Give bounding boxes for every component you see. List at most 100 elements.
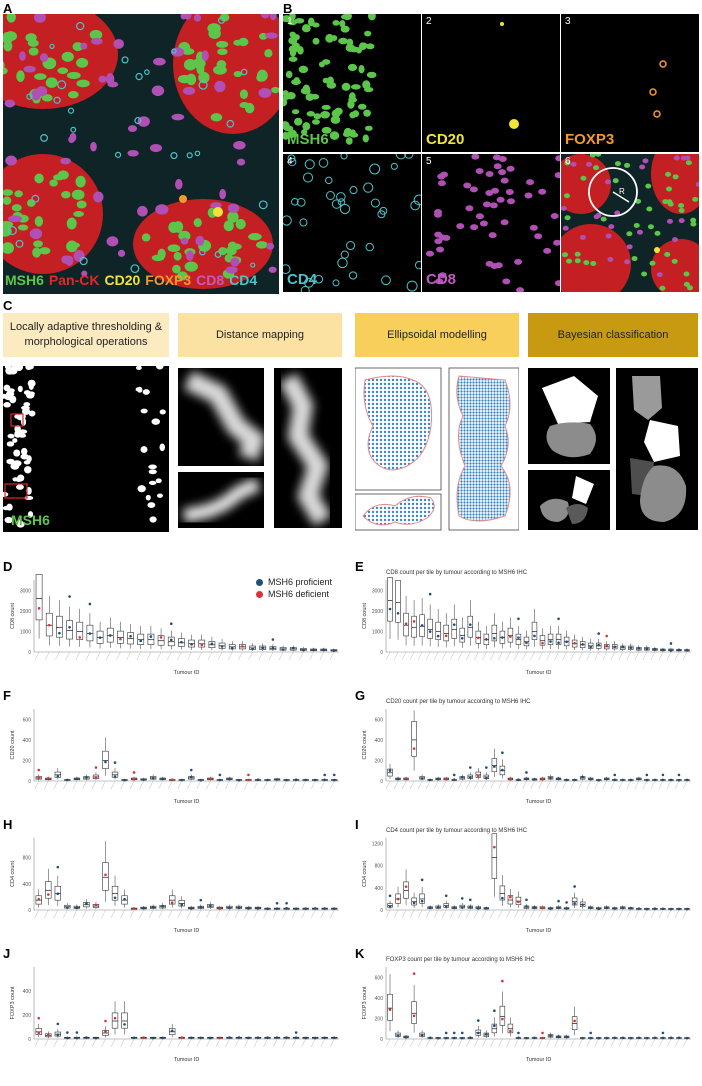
msh6-nucleus: [641, 271, 648, 277]
cd4-cell: [171, 48, 177, 54]
cd4-cell: [379, 206, 388, 215]
box: [604, 644, 610, 650]
msh6-nucleus: [346, 38, 354, 47]
data-point: [189, 775, 193, 779]
outlier-point: [66, 1031, 69, 1034]
x-tick-mark: [409, 651, 415, 661]
cd8-cell: [127, 149, 139, 157]
msh6-nucleus: [57, 67, 69, 74]
box: [531, 1037, 538, 1039]
cd4-cell: [170, 151, 178, 160]
x-tick-mark: [272, 909, 278, 919]
box: [579, 776, 586, 780]
x-tick-mark: [291, 909, 297, 919]
data-point: [266, 778, 269, 782]
box: [159, 777, 166, 781]
box: [419, 1032, 425, 1037]
data-point: [509, 635, 512, 638]
x-tick-mark: [263, 909, 268, 919]
msh6-nucleus: [239, 89, 249, 100]
box: [628, 645, 634, 650]
msh6-nucleus: [216, 40, 229, 48]
box: [507, 895, 514, 905]
outlier-point: [94, 766, 98, 769]
tile-number: 3: [565, 16, 571, 27]
cd4-cell: [26, 93, 33, 100]
x-tick-mark: [506, 651, 511, 661]
data-point: [621, 906, 625, 910]
pan-ck-region: [651, 154, 699, 214]
cd8-cell: [90, 141, 97, 152]
msh6-nucleus: [264, 49, 273, 58]
cd8-cell: [107, 81, 119, 88]
marker-tile-4: 4 CD4: [283, 154, 421, 292]
nucleus-blob: [151, 418, 161, 425]
marker-cd4: CD4: [229, 272, 258, 288]
data-point: [613, 778, 617, 782]
data-point: [533, 905, 536, 909]
box: [563, 636, 570, 647]
data-point: [132, 1036, 136, 1040]
msh6-nucleus: [345, 137, 353, 145]
data-point: [645, 907, 649, 911]
box: [604, 906, 610, 909]
box: [483, 633, 490, 645]
nucleus-blob: [147, 502, 156, 508]
cd4-cell: [67, 107, 75, 114]
x-tick-mark: [578, 1038, 583, 1048]
box: [321, 779, 328, 781]
box: [419, 776, 425, 780]
x-tick-mark: [187, 909, 192, 919]
outlier-point: [199, 898, 203, 902]
box: [216, 1036, 224, 1039]
marker-foxp3: FOXP3: [145, 272, 192, 288]
cd8-cell: [29, 228, 43, 240]
data-point: [428, 630, 432, 633]
box: [188, 639, 195, 648]
x-tick-mark: [602, 909, 607, 919]
tile-marker-name: FOXP3: [565, 131, 615, 148]
x-tick-mark: [126, 651, 131, 661]
box: [668, 648, 674, 652]
data-point: [525, 1036, 528, 1040]
cd8-cell: [186, 250, 194, 261]
box: [620, 906, 626, 909]
data-point: [180, 1036, 184, 1039]
cd8-cell: [553, 239, 560, 246]
x-tick-mark: [442, 1038, 447, 1048]
msh6-nucleus: [76, 79, 90, 88]
x-tick-mark: [258, 651, 263, 661]
x-tick-mark: [626, 651, 631, 661]
box: [563, 907, 570, 910]
data-point: [132, 907, 136, 910]
msh6-nucleus: [289, 49, 297, 57]
x-tick-mark: [490, 651, 495, 661]
x-tick-mark: [618, 780, 623, 790]
cd8-cell: [506, 165, 515, 172]
x-tick-mark: [72, 909, 78, 919]
x-tick-mark: [514, 909, 519, 919]
cd8-cell: [524, 192, 533, 199]
box: [483, 1032, 490, 1037]
data-point: [161, 777, 164, 781]
data-point: [565, 778, 568, 782]
cd8-cell: [33, 14, 46, 23]
outlier-point: [56, 865, 60, 869]
x-tick-mark: [72, 780, 78, 790]
outlier-point: [557, 617, 560, 621]
cd8-cell: [437, 180, 446, 187]
data-point: [597, 643, 600, 647]
outlier-point: [613, 773, 617, 777]
data-point: [266, 907, 269, 911]
data-point: [256, 1036, 260, 1040]
box: [149, 905, 157, 909]
box: [411, 1001, 417, 1024]
outlier-point: [669, 642, 673, 645]
data-point: [266, 1036, 269, 1040]
msh6-nucleus: [301, 24, 311, 33]
cd8-cell: [493, 163, 502, 170]
x-tick-mark: [120, 780, 125, 790]
data-point: [113, 775, 117, 778]
data-point: [404, 885, 408, 888]
box: [149, 1036, 157, 1039]
